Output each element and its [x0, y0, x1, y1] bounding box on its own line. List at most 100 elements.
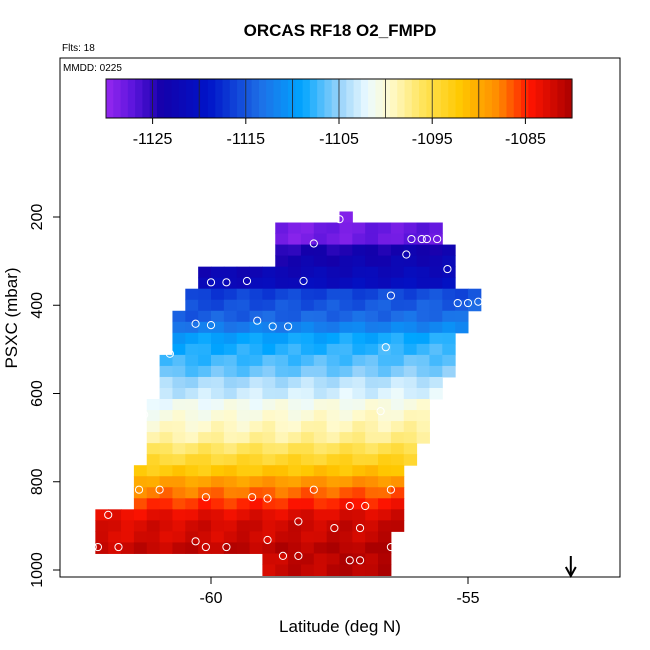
- heatmap-cells: [95, 211, 482, 577]
- heatmap-cell: [108, 531, 122, 543]
- heatmap-cell: [172, 531, 186, 543]
- heatmap-cell: [185, 354, 199, 367]
- heatmap-cell: [403, 399, 418, 411]
- heatmap-cell: [300, 244, 315, 257]
- flights-label: Flts: 18: [62, 43, 95, 54]
- heatmap-cell: [249, 343, 263, 356]
- arrow-head: [564, 566, 577, 579]
- heatmap-cell: [326, 321, 340, 334]
- heatmap-cell: [211, 332, 225, 345]
- heatmap-cell: [352, 542, 366, 554]
- heatmap-cell: [223, 299, 238, 312]
- heatmap-cell: [185, 376, 199, 389]
- colorbar-segment: [215, 79, 224, 118]
- heatmap-cell: [429, 376, 443, 389]
- heatmap-cell: [198, 365, 212, 378]
- heatmap-cell: [313, 564, 328, 577]
- heatmap-cell: [275, 465, 289, 477]
- heatmap-cell: [442, 365, 456, 378]
- heatmap-cell: [352, 343, 366, 356]
- heatmap-cell: [288, 376, 302, 389]
- heatmap-cell: [365, 310, 379, 323]
- heatmap-cell: [416, 277, 430, 290]
- heatmap-cell: [121, 531, 135, 543]
- x-tick-label: -60: [199, 590, 222, 607]
- heatmap-cell: [236, 421, 251, 433]
- heatmap-cell: [378, 520, 392, 532]
- heatmap-cell: [442, 343, 456, 356]
- heatmap-cell: [262, 299, 276, 312]
- heatmap-cell: [185, 498, 199, 510]
- colorbar-segment: [120, 79, 129, 118]
- heatmap-cell: [416, 310, 430, 323]
- observation-point: [140, 410, 149, 419]
- heatmap-cell: [211, 465, 225, 477]
- heatmap-cell: [365, 421, 379, 433]
- heatmap-cell: [365, 233, 379, 246]
- heatmap-cell: [223, 365, 238, 378]
- heatmap-cell: [352, 310, 366, 323]
- heatmap-cell: [390, 321, 405, 334]
- heatmap-cell: [236, 387, 251, 400]
- colorbar-segment: [470, 79, 478, 118]
- colorbar-segment: [360, 79, 369, 118]
- colorbar-segment: [106, 79, 114, 118]
- heatmap-cell: [146, 410, 161, 422]
- heatmap-cell: [326, 288, 340, 301]
- colorbar-segment: [550, 79, 559, 118]
- observation-point: [248, 493, 257, 502]
- heatmap-cell: [378, 321, 392, 334]
- colorbar-segment: [528, 79, 537, 118]
- heatmap-cell: [378, 288, 392, 301]
- heatmap-cell: [313, 299, 328, 312]
- heatmap-cell: [339, 211, 353, 224]
- observation-point: [294, 517, 303, 526]
- heatmap-cell: [159, 432, 173, 444]
- heatmap-cell: [442, 321, 456, 334]
- heatmap-cell: [378, 564, 392, 577]
- heatmap-cell: [339, 376, 353, 389]
- heatmap-cell: [378, 410, 392, 422]
- heatmap-cell: [275, 476, 289, 488]
- heatmap-cell: [326, 421, 340, 433]
- heatmap-cell: [198, 454, 212, 466]
- heatmap-cell: [378, 387, 392, 400]
- heatmap-cell: [390, 310, 405, 323]
- heatmap-cell: [133, 509, 148, 521]
- heatmap-cell: [352, 354, 366, 367]
- heatmap-cell: [185, 410, 199, 422]
- heatmap-cell: [211, 443, 225, 455]
- heatmap-cell: [300, 520, 315, 532]
- heatmap-cell: [403, 376, 418, 389]
- heatmap-cell: [300, 564, 315, 577]
- heatmap-cell: [326, 233, 340, 246]
- heatmap-cell: [185, 421, 199, 433]
- heatmap-cell: [300, 266, 315, 279]
- heatmap-cell: [275, 266, 289, 279]
- heatmap-cell: [211, 542, 225, 554]
- colorbar-segment: [411, 79, 420, 118]
- heatmap-cell: [313, 421, 328, 433]
- heatmap-cell: [429, 387, 443, 400]
- heatmap-cell: [236, 332, 251, 345]
- heatmap-cell: [352, 266, 366, 279]
- heatmap-cell: [172, 487, 186, 499]
- heatmap-cell: [288, 365, 302, 378]
- heatmap-cell: [172, 421, 186, 433]
- heatmap-cell: [275, 542, 289, 554]
- heatmap-cell: [326, 332, 340, 345]
- observation-point: [165, 349, 174, 358]
- observation-point: [83, 542, 92, 552]
- heatmap-cell: [390, 266, 405, 279]
- heatmap-cell: [262, 443, 276, 455]
- heatmap-cell: [390, 487, 405, 499]
- heatmap-cell: [468, 299, 482, 312]
- heatmap-cell: [390, 299, 405, 312]
- heatmap-cell: [378, 354, 392, 367]
- heatmap-cell: [300, 277, 315, 290]
- heatmap-cell: [352, 454, 366, 466]
- heatmap-cell: [275, 255, 289, 268]
- heatmap-cell: [288, 509, 302, 521]
- heatmap-cell: [378, 255, 392, 268]
- heatmap-cell: [326, 277, 340, 290]
